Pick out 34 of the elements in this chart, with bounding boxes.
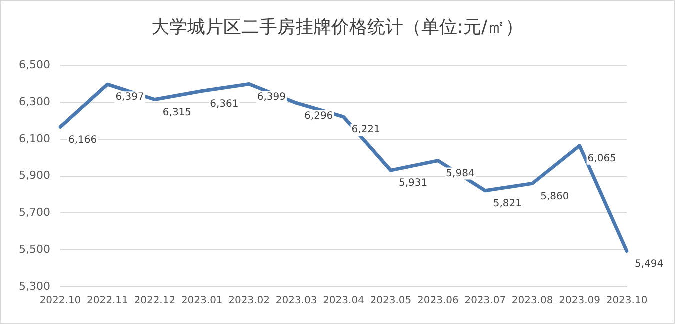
x-tick-label: 2022.12: [134, 296, 176, 307]
chart-title: 大学城片区二手房挂牌价格统计（单位:元/㎡）: [150, 16, 525, 39]
y-tick-label: 6,100: [18, 132, 50, 146]
x-tick-label: 2023.08: [512, 296, 554, 307]
data-label: 6,361: [210, 98, 239, 110]
data-label: 6,065: [588, 153, 616, 164]
data-label: 6,166: [68, 134, 98, 146]
x-tick-label: 2022.10: [40, 296, 82, 307]
data-label: 6,399: [257, 92, 286, 103]
data-label: 5,984: [446, 168, 475, 180]
x-tick-label: 2023.09: [559, 296, 600, 307]
x-tick-label: 2023.07: [464, 296, 506, 307]
x-tick-label: 2022.11: [87, 296, 128, 307]
x-tick-label: 2023.02: [228, 296, 270, 307]
y-tick-label: 6,500: [18, 58, 50, 72]
y-tick-label: 5,700: [18, 206, 50, 220]
data-label: 6,397: [116, 92, 144, 104]
data-label: 6,296: [304, 110, 334, 122]
data-label: 6,221: [352, 124, 380, 136]
data-label: 5,494: [635, 258, 664, 270]
y-tick-label: 5,500: [18, 242, 50, 256]
y-tick-label: 6,300: [18, 95, 50, 108]
x-tick-label: 2023.03: [276, 296, 318, 307]
y-tick-label: 5,300: [18, 280, 50, 293]
x-tick-label: 2023.04: [323, 296, 364, 307]
x-tick-label: 2023.01: [181, 296, 223, 307]
y-tick-label: 5,900: [18, 169, 50, 182]
data-label: 5,931: [398, 178, 428, 190]
data-label: 6,315: [162, 107, 192, 118]
x-tick-label: 2023.06: [417, 296, 459, 307]
x-tick-label: 2023.05: [370, 296, 412, 307]
data-label: 5,860: [540, 191, 570, 202]
data-label: 5,821: [493, 198, 522, 210]
x-tick-label: 2023.10: [606, 296, 648, 307]
